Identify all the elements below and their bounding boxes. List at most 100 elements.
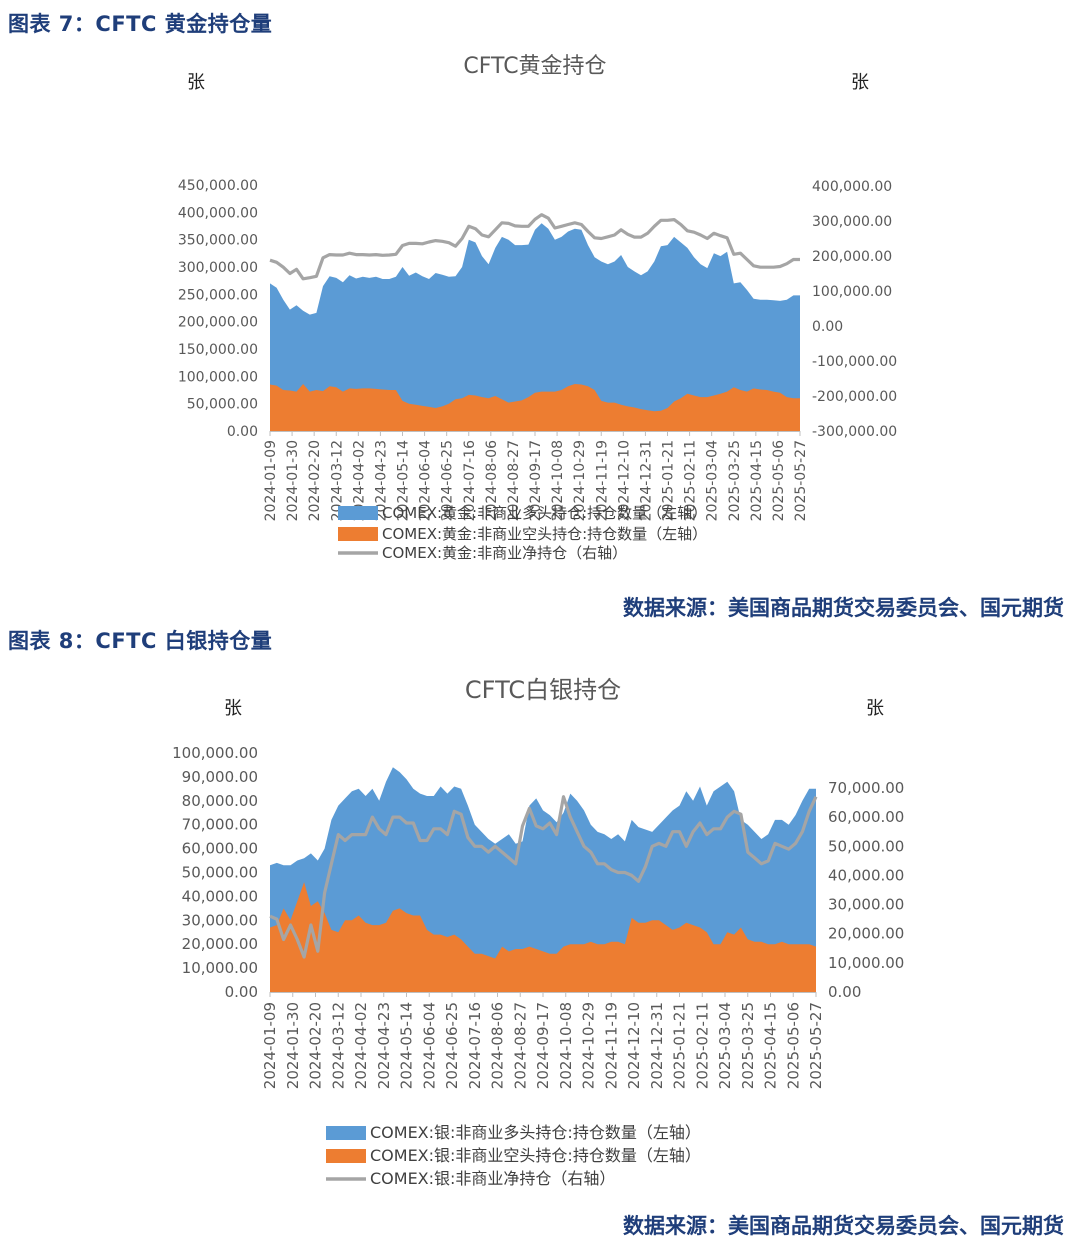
legend-entry: COMEX:黄金:非商业空头持仓:持仓数量（左轴） — [382, 525, 707, 543]
x-tick-label: 2024-10-29 — [572, 440, 588, 521]
legend-entry: COMEX:黄金:非商业多头持仓:持仓数量（左轴） — [382, 504, 707, 522]
x-tick-label: 2024-08-06 — [489, 1002, 507, 1089]
legend-swatch — [338, 506, 378, 520]
left-tick-label: 90,000.00 — [182, 768, 258, 786]
legend-swatch — [326, 1149, 366, 1163]
x-tick-label: 2024-04-02 — [351, 440, 367, 521]
right-tick-label: 30,000.00 — [828, 896, 904, 914]
left-axis-unit: 张 — [187, 72, 205, 93]
x-tick-label: 2024-10-08 — [557, 1002, 575, 1089]
x-tick-label: 2025-01-21 — [671, 1002, 689, 1089]
x-tick-label: 2024-11-19 — [594, 440, 610, 521]
left-tick-label: 150,000.00 — [178, 342, 258, 358]
left-tick-label: 80,000.00 — [182, 792, 258, 810]
net-position-line — [269, 795, 818, 959]
x-tick-label: 2024-08-27 — [506, 440, 522, 521]
x-tick-label: 2024-12-10 — [625, 1002, 643, 1089]
legend-swatch — [326, 1126, 366, 1140]
right-axis-unit: 张 — [866, 698, 884, 719]
x-tick-label: 2025-02-11 — [693, 1002, 711, 1089]
x-tick-label: 2024-12-31 — [648, 1002, 666, 1089]
right-tick-label: 40,000.00 — [828, 866, 904, 884]
figure-caption-gold: 图表 7：CFTC 黄金持仓量 — [8, 12, 273, 36]
legend-entry: COMEX:黄金:非商业净持仓（右轴） — [382, 544, 627, 562]
x-tick-label: 2024-06-04 — [420, 1002, 438, 1089]
legend-entry: COMEX:银:非商业空头持仓:持仓数量（左轴） — [370, 1146, 701, 1165]
left-tick-label: 100,000.00 — [178, 369, 258, 385]
left-tick-label: 50,000.00 — [182, 864, 258, 882]
left-tick-label: 10,000.00 — [182, 959, 258, 977]
right-tick-label: 400,000.00 — [812, 179, 892, 195]
left-tick-label: 300,000.00 — [178, 260, 258, 276]
short-position-area — [270, 384, 800, 431]
right-tick-label: -300,000.00 — [812, 424, 897, 440]
x-tick-label: 2025-02-11 — [683, 440, 699, 521]
x-tick-label: 2024-10-08 — [550, 440, 566, 521]
right-tick-label: 200,000.00 — [812, 249, 892, 265]
x-tick-label: 2024-09-17 — [534, 1002, 552, 1089]
left-tick-label: 70,000.00 — [182, 816, 258, 834]
right-tick-label: 20,000.00 — [828, 925, 904, 943]
x-tick-label: 2024-09-17 — [528, 440, 544, 521]
left-tick-label: 250,000.00 — [178, 287, 258, 303]
data-source-silver: 数据来源：美国商品期货交易委员会、国元期货 — [623, 1214, 1064, 1238]
x-tick-label: 2024-02-20 — [307, 440, 323, 521]
left-tick-label: 40,000.00 — [182, 887, 258, 905]
legend-entry: COMEX:银:非商业多头持仓:持仓数量（左轴） — [370, 1123, 701, 1142]
x-tick-label: 2024-06-25 — [443, 1002, 461, 1089]
left-tick-label: 100,000.00 — [172, 744, 258, 762]
x-tick-label: 2024-01-09 — [263, 440, 279, 521]
x-tick-label: 2024-04-02 — [352, 1002, 370, 1089]
x-tick-label: 2024-12-31 — [638, 440, 654, 521]
x-tick-label: 2024-05-14 — [398, 1002, 416, 1089]
x-tick-label: 2024-11-19 — [602, 1002, 620, 1089]
legend-entry: COMEX:银:非商业净持仓（右轴） — [370, 1169, 615, 1188]
x-tick-label: 2024-06-04 — [418, 440, 434, 521]
left-tick-label: 50,000.00 — [187, 397, 258, 413]
right-tick-label: 100,000.00 — [812, 284, 892, 300]
x-tick-label: 2025-03-04 — [716, 1002, 734, 1089]
x-tick-label: 2024-03-12 — [329, 1002, 347, 1089]
chart-title: CFTC白银持仓 — [465, 676, 621, 704]
legend-swatch — [338, 527, 378, 541]
x-tick-label: 2024-06-25 — [440, 440, 456, 521]
net-position-line — [269, 213, 800, 281]
x-tick-label: 2025-04-15 — [749, 440, 765, 521]
x-tick-label: 2024-07-16 — [466, 1002, 484, 1089]
right-tick-label: 10,000.00 — [828, 954, 904, 972]
x-tick-label: 2024-01-30 — [284, 1002, 302, 1089]
x-tick-label: 2025-05-06 — [771, 440, 787, 521]
x-tick-label: 2024-12-10 — [616, 440, 632, 521]
right-tick-label: 50,000.00 — [828, 837, 904, 855]
x-tick-label: 2024-01-09 — [261, 1002, 279, 1089]
left-tick-label: 0.00 — [225, 983, 258, 1001]
left-tick-label: 350,000.00 — [178, 233, 258, 249]
left-tick-label: 20,000.00 — [182, 935, 258, 953]
left-tick-label: 60,000.00 — [182, 840, 258, 858]
x-tick-label: 2025-05-06 — [784, 1002, 802, 1089]
left-tick-label: 400,000.00 — [178, 205, 258, 221]
x-tick-label: 2024-08-27 — [511, 1002, 529, 1089]
x-tick-label: 2025-03-25 — [727, 440, 743, 521]
x-tick-label: 2025-01-21 — [661, 440, 677, 521]
left-tick-label: 30,000.00 — [182, 911, 258, 929]
short-position-area — [270, 882, 816, 992]
right-tick-label: 0.00 — [828, 983, 861, 1001]
left-tick-label: 0.00 — [227, 424, 258, 440]
long-position-area — [270, 223, 800, 431]
x-tick-label: 2024-04-23 — [373, 440, 389, 521]
right-tick-label: 60,000.00 — [828, 808, 904, 826]
x-tick-label: 2025-03-25 — [739, 1002, 757, 1089]
x-tick-label: 2025-05-27 — [793, 440, 809, 521]
right-tick-label: 0.00 — [812, 319, 843, 335]
x-tick-label: 2024-03-12 — [329, 440, 345, 521]
right-tick-label: -200,000.00 — [812, 389, 897, 405]
left-tick-label: 450,000.00 — [178, 178, 258, 194]
x-tick-label: 2024-10-29 — [580, 1002, 598, 1089]
left-axis-unit: 张 — [224, 698, 242, 719]
x-tick-label: 2024-08-06 — [484, 440, 500, 521]
x-tick-label: 2024-07-16 — [462, 440, 478, 521]
x-tick-label: 2025-04-15 — [762, 1002, 780, 1089]
